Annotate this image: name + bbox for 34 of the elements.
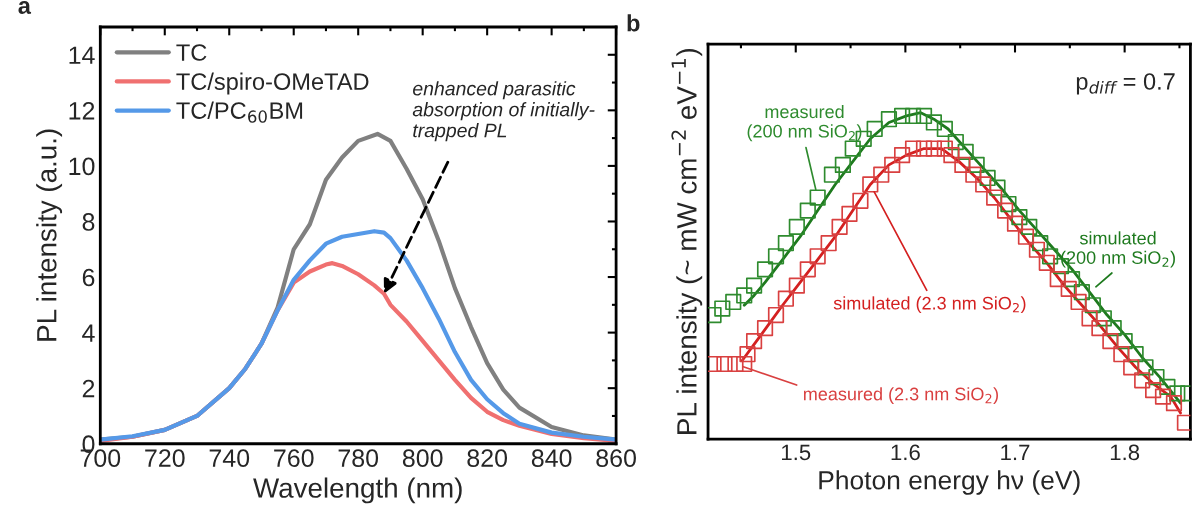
- x-tick-label: 820: [467, 449, 508, 467]
- x-tick-label: 1.8: [1110, 444, 1140, 461]
- x-tick-label: 740: [209, 449, 250, 467]
- legend-label: TC/spiro-OMeTAD: [176, 72, 369, 95]
- chart-title: b: [627, 14, 640, 32]
- x-tick-label: 760: [274, 449, 314, 467]
- y-tick-label: 4: [82, 324, 95, 342]
- x-axis-title: Wavelength (nm): [253, 477, 462, 504]
- x-tick-label: 840: [531, 449, 572, 467]
- y-tick-label: 10: [69, 157, 95, 176]
- x-tick-label: 1.7: [1001, 444, 1030, 461]
- y-axis-title: PL intensity (a.u.): [36, 129, 63, 341]
- x-tick-label: 860: [596, 449, 636, 467]
- legend-label: TC/PC$_{60}$BM: [176, 101, 303, 123]
- text: p$_{diff}$ = 0.7: [1076, 73, 1175, 95]
- y-tick-label: 14: [69, 46, 95, 64]
- x-tick-label: 800: [402, 449, 443, 467]
- y-tick-label: 6: [82, 268, 95, 287]
- chart-title: a: [18, 1, 32, 14]
- text: measured (2.3 nm SiO$_{2}$): [803, 387, 998, 404]
- x-tick-label: 780: [338, 449, 379, 467]
- x-tick-label: 720: [145, 449, 185, 467]
- x-tick-label: 1.6: [891, 444, 920, 461]
- y-tick-label: 8: [82, 213, 95, 231]
- y-tick-label: 12: [69, 101, 95, 120]
- series-label: measured (200 nm SiO$_{2}$): [747, 104, 862, 142]
- y-tick-label: 2: [82, 379, 95, 398]
- series-label: simulated (200 nm SiO$_{2}$): [1061, 231, 1175, 268]
- series-label: simulated (2.3 nm SiO$_{2}$): [833, 296, 1026, 314]
- legend-label: TC: [176, 44, 207, 61]
- annotation: enhanced parasitic absorption of initially- trapped PL: [412, 81, 595, 142]
- x-tick-label: 1.5: [782, 444, 811, 461]
- y-axis-title: PL intensity (~ mW cm$^{−2}$ eV$^{−1}$): [671, 48, 703, 434]
- x-axis-title: Photon energy hν (eV): [819, 470, 1080, 495]
